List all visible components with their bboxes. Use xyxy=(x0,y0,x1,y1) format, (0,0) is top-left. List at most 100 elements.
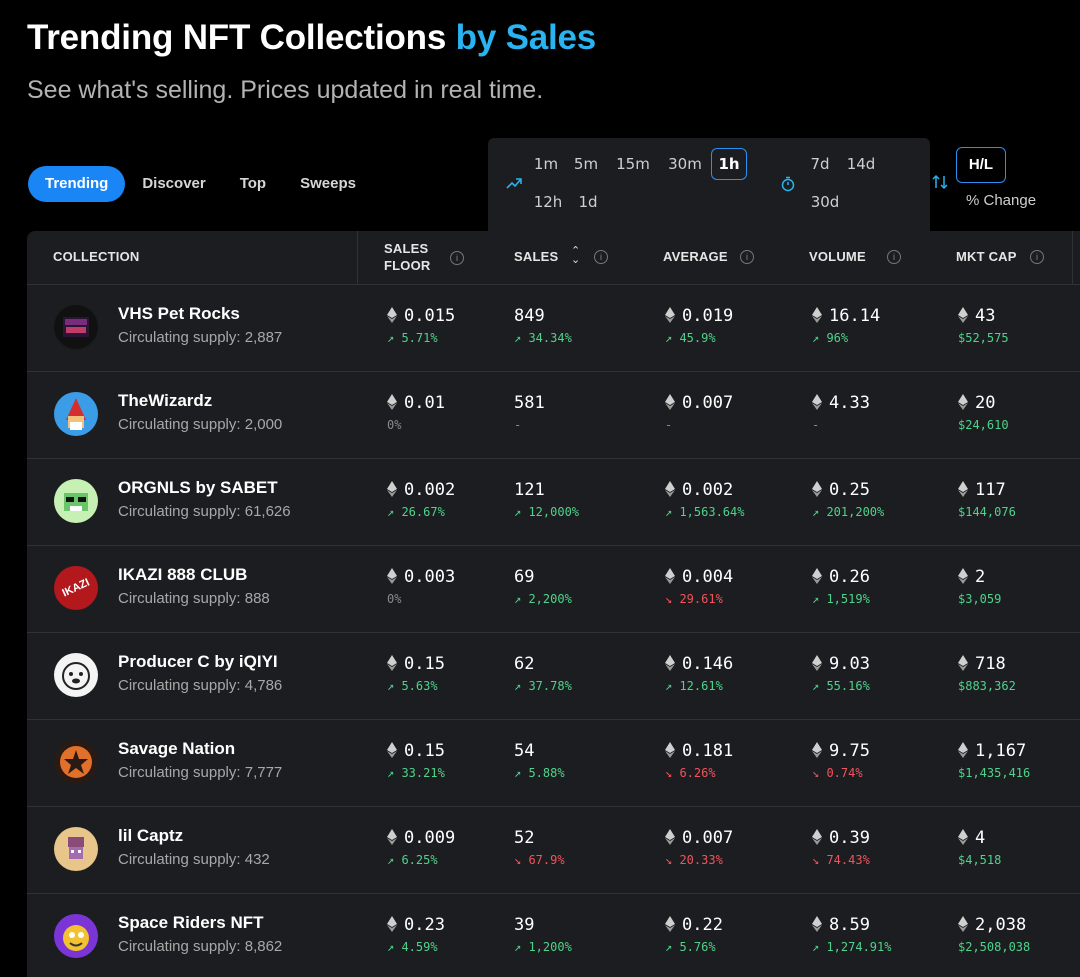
header-collection[interactable]: COLLECTION xyxy=(53,249,140,264)
ethereum-icon xyxy=(665,829,675,845)
header-mkt-cap[interactable]: MKT CAP xyxy=(956,249,1017,264)
vol-value-text: 0.25 xyxy=(829,480,870,500)
collection-name[interactable]: VHS Pet Rocks xyxy=(118,304,240,323)
swap-arrows-icon[interactable] xyxy=(931,174,949,195)
cap-usd-value: $144,076 xyxy=(958,505,1016,519)
info-icon[interactable]: i xyxy=(740,250,754,264)
avg-change: - xyxy=(665,418,673,432)
collection-avatar[interactable] xyxy=(54,305,98,349)
cap-value-text: 4 xyxy=(975,828,986,848)
collection-name[interactable]: Space Riders NFT xyxy=(118,913,264,932)
collection-name[interactable]: IKAZI 888 CLUB xyxy=(118,565,248,584)
floor-change: ↗ 33.21% xyxy=(387,766,445,780)
collection-avatar[interactable] xyxy=(54,827,98,871)
collection-name[interactable]: TheWizardz xyxy=(118,391,213,410)
floor-change: ↗ 6.25% xyxy=(387,853,438,867)
time-filter-1d[interactable]: 1d xyxy=(578,193,598,211)
info-icon[interactable]: i xyxy=(1030,250,1044,264)
avg-change: ↘ 20.33% xyxy=(665,853,723,867)
cap-value: 1,167 xyxy=(958,741,1026,761)
high-low-toggle[interactable]: H/L xyxy=(956,147,1006,183)
collection-name[interactable]: Savage Nation xyxy=(118,739,236,758)
tab-discover[interactable]: Discover xyxy=(142,175,206,192)
vol-value: 9.75 xyxy=(812,741,870,761)
ethereum-icon xyxy=(812,655,822,671)
tab-trending[interactable]: Trending xyxy=(28,166,126,202)
info-icon[interactable]: i xyxy=(887,250,901,264)
floor-value: 0.15 xyxy=(387,741,445,761)
collection-name[interactable]: Producer C by iQIYI xyxy=(118,652,278,671)
tab-sweeps[interactable]: Sweeps xyxy=(300,175,356,192)
header-sales-floor-line1: SALES xyxy=(384,241,429,256)
time-filter-30m[interactable]: 30m xyxy=(668,155,702,173)
collection-avatar[interactable] xyxy=(54,479,98,523)
ethereum-icon xyxy=(958,829,968,845)
time-filter-12h[interactable]: 12h xyxy=(533,193,563,211)
floor-change: ↗ 4.59% xyxy=(387,940,438,954)
vol-value-text: 9.03 xyxy=(829,654,870,674)
header-divider xyxy=(357,231,358,284)
table-row[interactable]: Space Riders NFT Circulating supply: 8,86… xyxy=(27,893,1080,977)
ethereum-icon xyxy=(387,742,397,758)
vol-change: ↗ 1,274.91% xyxy=(812,940,892,954)
sales-value-text: 52 xyxy=(514,828,535,848)
circulating-supply: Circulating supply: 61,626 xyxy=(118,503,291,520)
header-average[interactable]: AVERAGE xyxy=(663,249,728,264)
page-title: Trending NFT Collections by Sales xyxy=(27,18,596,58)
info-icon[interactable]: i xyxy=(450,251,464,265)
avg-change: ↘ 6.26% xyxy=(665,766,716,780)
table-row[interactable]: VHS Pet Rocks Circulating supply: 2,887 0.… xyxy=(27,284,1080,372)
cap-value-text: 43 xyxy=(975,306,996,326)
sales-value: 581 xyxy=(514,393,545,413)
ethereum-icon xyxy=(958,916,968,932)
ethereum-icon xyxy=(812,307,822,323)
floor-value-text: 0.009 xyxy=(404,828,456,848)
ethereum-icon xyxy=(387,394,397,410)
header-sales[interactable]: SALES xyxy=(514,249,559,264)
time-filter-15m[interactable]: 15m xyxy=(616,155,650,173)
ethereum-icon xyxy=(812,916,822,932)
table-row[interactable]: IKAZI IKAZI 888 CLUB Circulating supply: 8… xyxy=(27,545,1080,633)
time-filter-7d[interactable]: 7d xyxy=(810,155,830,173)
table-row[interactable]: lil Captz Circulating supply: 432 0.009 ↗ 6… xyxy=(27,806,1080,894)
info-icon[interactable]: i xyxy=(594,250,608,264)
collection-avatar[interactable] xyxy=(54,914,98,958)
collection-avatar[interactable] xyxy=(54,653,98,697)
table-row[interactable]: Producer C by iQIYI Circulating supply: 4… xyxy=(27,632,1080,720)
ethereum-icon xyxy=(958,742,968,758)
table-row[interactable]: TheWizardz Circulating supply: 2,000 0.01 0… xyxy=(27,371,1080,459)
ethereum-icon xyxy=(812,481,822,497)
collection-avatar[interactable] xyxy=(54,392,98,436)
floor-value-text: 0.15 xyxy=(404,654,445,674)
table-row[interactable]: ORGNLS by SABET Circulating supply: 61,62… xyxy=(27,458,1080,546)
time-filter-panel: 1m 5m 15m 30m 1h 12h 1d 7d 14d 30d xyxy=(488,138,930,232)
ethereum-icon xyxy=(387,829,397,845)
header-volume[interactable]: VOLUME xyxy=(809,249,866,264)
avg-value: 0.181 xyxy=(665,741,733,761)
header-sales-floor[interactable]: SALES FLOOR xyxy=(384,240,431,274)
vol-change: ↗ 96% xyxy=(812,331,849,345)
collection-name[interactable]: lil Captz xyxy=(118,826,184,845)
cap-value: 718 xyxy=(958,654,1006,674)
percent-change-toggle[interactable]: % Change xyxy=(966,192,1037,209)
time-filter-1m[interactable]: 1m xyxy=(533,155,559,173)
avg-value: 0.007 xyxy=(665,828,733,848)
time-filter-5m[interactable]: 5m xyxy=(573,155,599,173)
time-filter-14d[interactable]: 14d xyxy=(846,155,876,173)
ethereum-icon xyxy=(665,655,675,671)
time-filter-1h[interactable]: 1h xyxy=(711,148,747,180)
sales-value-text: 69 xyxy=(514,567,535,587)
ethereum-icon xyxy=(665,481,675,497)
collection-avatar[interactable]: IKAZI xyxy=(54,566,98,610)
sales-change: ↗ 5.88% xyxy=(514,766,565,780)
time-filter-30d[interactable]: 30d xyxy=(810,193,840,211)
floor-change: ↗ 5.71% xyxy=(387,331,438,345)
vol-change: ↗ 55.16% xyxy=(812,679,870,693)
tab-top[interactable]: Top xyxy=(239,175,267,192)
avg-value: 0.002 xyxy=(665,480,733,500)
sort-chevrons-icon[interactable]: ⌃ ⌄ xyxy=(571,245,581,266)
collection-avatar[interactable] xyxy=(54,740,98,784)
cap-value-text: 718 xyxy=(975,654,1006,674)
collection-name[interactable]: ORGNLS by SABET xyxy=(118,478,278,497)
table-row[interactable]: Savage Nation Circulating supply: 7,777 0.… xyxy=(27,719,1080,807)
